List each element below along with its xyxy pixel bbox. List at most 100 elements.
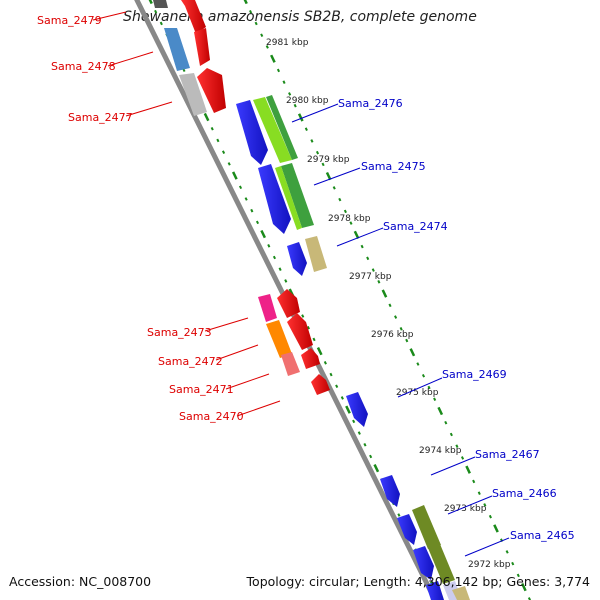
- minor-tick: [267, 244, 271, 248]
- gene-label-sama-2473[interactable]: Sama_2473: [147, 326, 212, 339]
- category-block-2476[interactable]: [253, 97, 292, 163]
- gene-arrow-sama-2469[interactable]: [346, 392, 368, 427]
- gene-arrow-sama-2474[interactable]: [287, 242, 307, 276]
- minor-tick: [293, 103, 297, 108]
- topology-value: circular: [309, 574, 356, 589]
- gene-arrow-sama-2471[interactable]: [301, 348, 320, 369]
- category-block-2463[interactable]: [452, 586, 470, 600]
- category-block-2466[interactable]: [412, 505, 441, 549]
- callout-line: [336, 227, 384, 247]
- gene-arrow-sama-2477b[interactable]: [197, 68, 226, 113]
- minor-tick: [427, 385, 431, 390]
- category-block-2475c[interactable]: [275, 166, 302, 230]
- minor-tick: [505, 550, 509, 554]
- gene-arrow-sama-2475[interactable]: [258, 164, 291, 234]
- category-block-2465[interactable]: [428, 544, 455, 584]
- category-block-2479-top[interactable]: [153, 0, 168, 8]
- minor-tick: [272, 255, 277, 260]
- minor-tick: [460, 456, 465, 460]
- callout-line: [447, 495, 493, 515]
- gene-arrow-sama-2477a[interactable]: [194, 28, 210, 66]
- category-block-2478[interactable]: [164, 28, 190, 71]
- gene-arrow-sama-2467[interactable]: [380, 475, 400, 507]
- gene-arrow-sama-2472[interactable]: [287, 313, 313, 350]
- minor-tick: [483, 503, 487, 507]
- accession-value: NC_008700: [79, 574, 152, 589]
- gene-label-sama-2478[interactable]: Sama_2478: [51, 60, 116, 73]
- gene-label-sama-2467[interactable]: Sama_2467: [475, 448, 540, 461]
- minor-tick: [216, 138, 220, 143]
- minor-tick: [276, 68, 281, 73]
- kbp-label: 2972 kbp: [468, 560, 511, 570]
- callout-line: [464, 537, 510, 557]
- callout-line: [291, 103, 339, 123]
- category-block-2472[interactable]: [266, 320, 292, 358]
- gene-label-sama-2466[interactable]: Sama_2466: [492, 487, 557, 500]
- kbp-label: 2979 kbp: [307, 155, 350, 165]
- minor-tick: [397, 513, 401, 517]
- kbp-label: 2980 kbp: [286, 96, 329, 106]
- gene-arrow-sama-2476[interactable]: [236, 100, 268, 165]
- minor-tick: [360, 244, 364, 249]
- minor-tick: [399, 327, 403, 331]
- major-tick: [148, 0, 153, 5]
- major-tick: [465, 465, 471, 474]
- gene-arrow-sama-2473[interactable]: [277, 289, 300, 318]
- callout-line: [204, 317, 249, 332]
- kbp-label: 2976 kbp: [371, 330, 414, 340]
- gene-arrow-sama-2470[interactable]: [311, 374, 330, 395]
- major-tick: [243, 0, 248, 5]
- minor-tick: [421, 373, 426, 378]
- gene-label-sama-2472[interactable]: Sama_2472: [158, 355, 223, 368]
- category-block-2471[interactable]: [281, 352, 300, 376]
- tick-track-outer: [243, 0, 532, 600]
- minor-tick: [449, 432, 453, 437]
- gene-label-sama-2475[interactable]: Sama_2475: [361, 160, 426, 173]
- minor-tick: [312, 337, 316, 342]
- minor-tick: [357, 431, 361, 435]
- minor-tick: [516, 573, 520, 578]
- reverse-labels: Sama_2479 Sama_2478 Sama_2477 Sama_2473 …: [37, 14, 244, 423]
- gene-arrow-sama-2466[interactable]: [397, 514, 417, 545]
- gene-label-sama-2470[interactable]: Sama_2470: [179, 410, 244, 423]
- gene-label-sama-2476[interactable]: Sama_2476: [338, 97, 403, 110]
- minor-tick: [306, 325, 310, 330]
- major-tick: [316, 346, 323, 356]
- gene-label-sama-2465[interactable]: Sama_2465: [510, 529, 575, 542]
- kbp-label: 2975 kbp: [396, 388, 439, 398]
- category-block-2475b[interactable]: [281, 163, 314, 228]
- gene-arrow-sama-2479[interactable]: [181, 0, 206, 34]
- genome-title: Shewanella amazonensis SB2B, complete ge…: [123, 9, 477, 25]
- minor-tick: [416, 362, 420, 366]
- callout-line: [215, 344, 259, 361]
- gene-label-sama-2474[interactable]: Sama_2474: [383, 220, 448, 233]
- minor-tick: [433, 397, 437, 402]
- minor-tick: [254, 21, 258, 26]
- minor-tick: [260, 33, 264, 38]
- gene-label-sama-2479[interactable]: Sama_2479: [37, 14, 102, 27]
- minor-tick: [511, 561, 515, 566]
- minor-tick: [227, 162, 231, 166]
- category-block-2473[interactable]: [258, 294, 277, 322]
- gene-label-sama-2469[interactable]: Sama_2469: [442, 368, 507, 381]
- callout-line: [125, 101, 173, 117]
- major-tick: [203, 112, 210, 122]
- length-value: 4,306,142 bp: [414, 574, 499, 589]
- callout-line: [397, 377, 443, 398]
- major-tick: [325, 171, 332, 181]
- major-tick: [409, 348, 416, 357]
- gene-label-sama-2477[interactable]: Sama_2477: [68, 111, 133, 124]
- minor-tick: [159, 21, 163, 26]
- gene-arrow-sama-2464[interactable]: [426, 581, 444, 600]
- kbp-label: 2974 kbp: [419, 446, 462, 456]
- minor-tick: [335, 384, 339, 389]
- category-block-2475[interactable]: [266, 95, 298, 160]
- minor-tick: [282, 80, 286, 84]
- gene-arrow-sama-2465[interactable]: [413, 546, 434, 580]
- category-track: [153, 0, 470, 600]
- category-block-2474[interactable]: [305, 236, 327, 272]
- minor-tick: [477, 491, 481, 495]
- category-block-2477[interactable]: [179, 73, 207, 116]
- gene-label-sama-2471[interactable]: Sama_2471: [169, 383, 234, 396]
